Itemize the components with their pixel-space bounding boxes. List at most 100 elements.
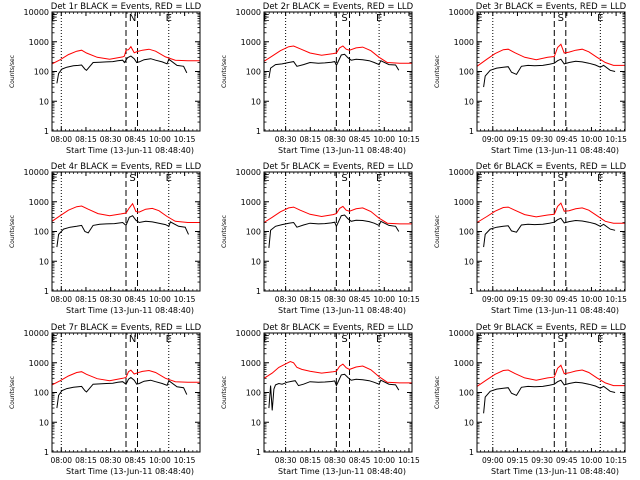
x-tick-label: 10:00	[373, 295, 395, 304]
x-tick-label: 08:30	[100, 456, 122, 465]
x-tick-label: 10:15	[398, 135, 420, 144]
y-tick-label: 1	[469, 127, 474, 136]
panel-2: Det 2r BLACK = Events, RED = LLD Counts/s…	[221, 2, 420, 155]
y-tick-label: 1000	[241, 359, 261, 368]
x-tick-label: 08:30	[275, 295, 297, 304]
y-tick-label: 10	[39, 257, 49, 266]
series-line-events	[56, 376, 188, 409]
y-tick-label: 1000	[29, 359, 49, 368]
x-tick-label: 10:15	[605, 295, 627, 304]
event-marker: E	[597, 13, 603, 24]
x-tick-label: 09:30	[531, 135, 553, 144]
event-marker: E	[476, 334, 482, 345]
y-tick-label: 100	[246, 228, 261, 237]
y-tick-label: 10000	[449, 8, 474, 17]
y-tick-label: 1	[469, 448, 474, 457]
x-tick-label: 09:00	[482, 295, 504, 304]
x-axis-label: Start Time (13-Jun-11 08:48:40)	[66, 306, 194, 315]
x-tick-label: 09:00	[482, 456, 504, 465]
x-axis-label: Start Time (13-Jun-11 08:48:40)	[66, 467, 194, 476]
series-line-lld	[263, 45, 412, 64]
y-tick-label: 1000	[241, 38, 261, 47]
y-tick-label: 100	[34, 228, 49, 237]
y-tick-label: 10	[251, 257, 261, 266]
x-tick-label: 09:15	[507, 135, 529, 144]
panel-9: Det 9r BLACK = Events, RED = LLD Counts/s…	[434, 323, 627, 476]
x-tick-label: 08:45	[124, 456, 146, 465]
x-tick-label: 08:00	[50, 135, 72, 144]
y-tick-label: 10000	[24, 168, 49, 177]
series-line-lld	[51, 369, 200, 386]
panel-title: Det 2r BLACK = Events, RED = LLD	[263, 2, 414, 12]
x-tick-label: 10:15	[174, 295, 196, 304]
y-tick-label: 100	[34, 68, 49, 77]
x-tick-label: 08:00	[50, 295, 72, 304]
y-tick-label: 1	[44, 448, 49, 457]
panel-title: Det 6r BLACK = Events, RED = LLD	[476, 162, 627, 172]
y-tick-label: 10	[39, 97, 49, 106]
event-marker: E	[263, 13, 269, 24]
y-tick-label: 10000	[449, 329, 474, 338]
y-tick-label: 1000	[29, 38, 49, 47]
event-marker: S	[129, 173, 135, 184]
x-tick-label: 10:15	[605, 135, 627, 144]
plot-frame	[51, 171, 201, 292]
x-tick-label: 09:15	[507, 456, 529, 465]
series-line-events	[56, 215, 189, 248]
event-marker: S	[558, 13, 564, 24]
y-tick-label: 10	[464, 97, 474, 106]
x-tick-label: 09:30	[531, 456, 553, 465]
x-tick-label: 08:15	[75, 456, 97, 465]
x-axis-label: Start Time (13-Jun-11 08:48:40)	[491, 306, 619, 315]
series-line-events	[56, 55, 188, 84]
y-axis-label: Counts/sec	[9, 215, 16, 248]
y-tick-label: 1000	[29, 198, 49, 207]
panel-8: Det 8r BLACK = Events, RED = LLD Counts/s…	[221, 323, 420, 476]
event-marker: E	[376, 334, 382, 345]
y-tick-label: 10000	[236, 329, 261, 338]
x-tick-label: 10:00	[149, 295, 171, 304]
x-tick-label: 10:00	[149, 456, 171, 465]
event-marker: E	[597, 334, 603, 345]
x-tick-label: 08:45	[124, 135, 146, 144]
y-tick-label: 10	[251, 418, 261, 427]
x-tick-label: 10:00	[581, 135, 603, 144]
x-tick-label: 08:30	[275, 135, 297, 144]
x-tick-label: 09:45	[556, 135, 578, 144]
series-line-lld	[476, 364, 625, 387]
x-tick-label: 08:45	[349, 295, 371, 304]
y-tick-label: 100	[459, 228, 474, 237]
x-axis-label: Start Time (13-Jun-11 08:48:40)	[278, 306, 406, 315]
y-tick-label: 1	[44, 287, 49, 296]
series-line-events	[483, 379, 616, 414]
panel-title: Det 1r BLACK = Events, RED = LLD	[51, 2, 202, 12]
panel-title: Det 7r BLACK = Events, RED = LLD	[51, 323, 202, 333]
event-marker: E	[166, 13, 172, 24]
event-marker: S	[558, 173, 564, 184]
y-tick-label: 10	[251, 97, 261, 106]
panel-title: Det 3r BLACK = Events, RED = LLD	[476, 2, 627, 12]
x-tick-label: 08:15	[75, 295, 97, 304]
y-tick-label: 10000	[24, 8, 49, 17]
x-tick-label: 08:30	[324, 135, 346, 144]
x-tick-label: 09:45	[556, 295, 578, 304]
event-marker: N	[129, 334, 136, 345]
event-marker: E	[51, 13, 57, 24]
x-tick-label: 09:00	[482, 135, 504, 144]
y-axis-label: Counts/sec	[221, 376, 228, 409]
x-tick-label: 08:00	[50, 456, 72, 465]
panel-title: Det 5r BLACK = Events, RED = LLD	[263, 162, 414, 172]
series-line-lld	[51, 45, 200, 65]
x-tick-label: 09:15	[507, 295, 529, 304]
y-tick-label: 1000	[454, 38, 474, 47]
y-axis-label: Counts/sec	[221, 55, 228, 88]
y-tick-label: 1	[469, 287, 474, 296]
series-line-events	[268, 53, 400, 79]
x-tick-label: 08:15	[299, 456, 321, 465]
plot-frame	[263, 11, 413, 132]
panel-3: Det 3r BLACK = Events, RED = LLD Counts/s…	[434, 2, 627, 155]
y-axis-label: Counts/sec	[9, 55, 16, 88]
x-tick-label: 08:30	[324, 456, 346, 465]
panel-title: Det 8r BLACK = Events, RED = LLD	[263, 323, 414, 333]
